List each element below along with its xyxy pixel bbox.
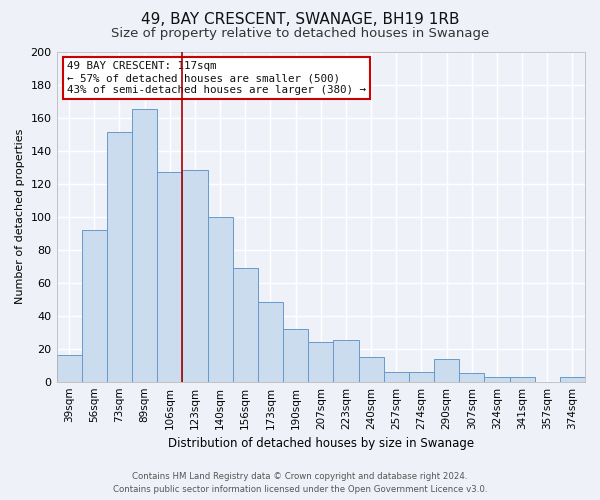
Bar	[334, 340, 359, 382]
Bar	[459, 374, 484, 382]
Bar	[107, 132, 132, 382]
Bar	[409, 372, 434, 382]
Y-axis label: Number of detached properties: Number of detached properties	[15, 129, 25, 304]
Bar	[359, 357, 383, 382]
Bar	[233, 268, 258, 382]
Text: 49, BAY CRESCENT, SWANAGE, BH19 1RB: 49, BAY CRESCENT, SWANAGE, BH19 1RB	[141, 12, 459, 28]
Bar	[383, 372, 409, 382]
Bar	[157, 172, 182, 382]
Bar	[82, 230, 107, 382]
Bar	[56, 356, 82, 382]
Bar	[182, 170, 208, 382]
Bar	[560, 376, 585, 382]
Bar	[208, 216, 233, 382]
Bar	[434, 358, 459, 382]
Text: Size of property relative to detached houses in Swanage: Size of property relative to detached ho…	[111, 28, 489, 40]
Bar	[484, 376, 509, 382]
Bar	[132, 110, 157, 382]
Bar	[283, 329, 308, 382]
Text: Contains HM Land Registry data © Crown copyright and database right 2024.
Contai: Contains HM Land Registry data © Crown c…	[113, 472, 487, 494]
Bar	[308, 342, 334, 382]
X-axis label: Distribution of detached houses by size in Swanage: Distribution of detached houses by size …	[168, 437, 474, 450]
Bar	[509, 376, 535, 382]
Text: 49 BAY CRESCENT: 117sqm
← 57% of detached houses are smaller (500)
43% of semi-d: 49 BAY CRESCENT: 117sqm ← 57% of detache…	[67, 62, 366, 94]
Bar	[258, 302, 283, 382]
